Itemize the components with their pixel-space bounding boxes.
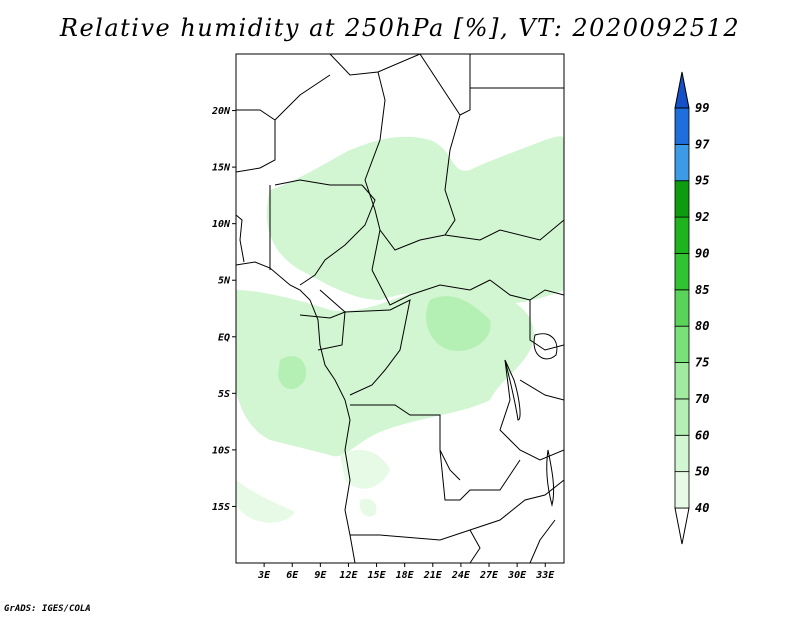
colorbar-label: 85: [695, 283, 709, 297]
lake-malawi: [546, 449, 555, 507]
colorbar-segment: [674, 143, 690, 182]
colorbar-label: 92: [695, 210, 709, 224]
colorbar-label: 40: [695, 501, 709, 515]
colorbar-label: 90: [695, 246, 709, 260]
x-tick-label: 21E: [423, 570, 443, 581]
y-axis: 20N 15N 10N 5N EQ 5S 10S 15S: [211, 106, 236, 513]
coastline-gulf-guinea-north: [236, 214, 245, 263]
y-tick-label: 5N: [218, 276, 231, 287]
y-tick-label: 15N: [212, 163, 231, 174]
colorbar-label: 50: [695, 465, 709, 479]
colorbar-high-arrow: [674, 71, 690, 109]
border-libya-chad-east: [419, 54, 461, 116]
colorbar-label: 60: [695, 428, 709, 442]
border-chad-car: [379, 229, 446, 251]
colorbar-segment: [674, 398, 690, 436]
border-zambia-zimbabwe: [469, 479, 564, 531]
country-borders: [236, 54, 564, 563]
humidity-patch-west: [278, 356, 306, 390]
border-libya-chad: [364, 71, 386, 181]
colorbar-label: 95: [695, 174, 709, 188]
border-chad-sudan: [444, 114, 461, 236]
colorbar-segment: [674, 289, 690, 327]
border-east-lakes: [499, 359, 564, 461]
colorbar-segment: [674, 107, 690, 145]
colorbar-segment: [674, 362, 690, 400]
border-gabon: [299, 311, 346, 351]
border-namibia-botswana: [469, 529, 481, 563]
humidity-patch-east: [426, 296, 491, 351]
grads-credit: GrADS: IGES/COLA: [4, 604, 91, 614]
colorbar-segment: [674, 180, 690, 218]
border-angola-namibia: [350, 529, 471, 541]
border-chad-cameroon: [364, 179, 381, 271]
border-niger-nigeria: [274, 179, 362, 186]
y-tick-label: 10N: [212, 219, 231, 230]
humidity-field: [236, 136, 564, 523]
x-tick-label: 33E: [535, 570, 555, 581]
border-congo-drc: [349, 299, 411, 396]
y-tick-label: 15S: [212, 502, 230, 513]
x-axis: 3E 6E 9E 12E 15E 18E 21E 24E 27E 30E 33E: [257, 563, 555, 581]
border-burkina-niger: [236, 120, 276, 173]
lake-victoria: [533, 333, 558, 360]
x-tick-label: 27E: [479, 570, 499, 581]
border-drc-angola: [350, 404, 461, 481]
x-tick-label: 24E: [451, 570, 471, 581]
humidity-area-south: [236, 450, 390, 523]
colorbar-segment: [674, 434, 690, 473]
colorbar-label: 99: [695, 101, 709, 115]
y-tick-label: 10S: [212, 445, 230, 456]
y-tick-label: 5S: [218, 389, 230, 400]
colorbar-low-arrow: [674, 507, 690, 545]
colorbar-label: 97: [695, 137, 710, 151]
colorbar-label: 70: [695, 392, 709, 406]
y-tick-label: 20N: [211, 106, 231, 117]
coastline-west-africa: [236, 261, 356, 563]
border-car-drc: [371, 269, 491, 306]
lake-tanganyika: [504, 359, 521, 421]
x-tick-label: 9E: [314, 570, 327, 581]
x-tick-label: 3E: [257, 570, 271, 581]
border-uganda-kenya: [529, 300, 564, 351]
chart-title: Relative humidity at 250hPa [%], VT: 202…: [59, 14, 741, 42]
colorbar-label: 75: [695, 356, 709, 370]
x-tick-label: 18E: [396, 570, 415, 581]
border-mali-niger: [236, 74, 331, 121]
colorbar-segment: [674, 325, 690, 363]
map-frame: [235, 53, 565, 564]
border-nigeria-cameroon: [299, 184, 376, 286]
y-tick-label: EQ: [218, 332, 230, 343]
colorbar: 40 50 60 70 75 80 85 90 92 95 97 99: [674, 71, 710, 545]
x-tick-label: 12E: [339, 570, 358, 581]
colorbar-label: 80: [695, 319, 709, 333]
border-tanzania: [519, 379, 564, 401]
colorbar-segment: [674, 216, 690, 254]
x-tick-label: 15E: [368, 570, 387, 581]
border-algeria-niger: [329, 54, 421, 76]
x-tick-label: 6E: [286, 570, 299, 581]
colorbar-segment: [674, 471, 690, 509]
humidity-area-north: [266, 136, 564, 305]
colorbar-segment: [674, 253, 690, 291]
border-angola-zambia: [439, 449, 521, 501]
coast-southeast: [529, 519, 556, 563]
x-tick-label: 30E: [507, 570, 527, 581]
border-sudan-southsudan: [444, 219, 564, 241]
border-libya-egypt: [459, 54, 471, 116]
